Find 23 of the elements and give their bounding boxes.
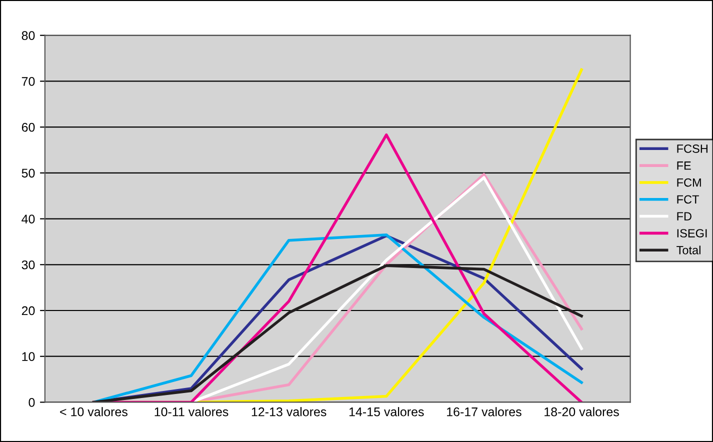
legend-label: FD: [677, 212, 692, 220]
y-tick-label: 60: [22, 122, 35, 132]
x-tick-label: 14-15 valores: [349, 407, 424, 416]
y-tick-label: 50: [22, 168, 35, 178]
y-tick-label: 40: [22, 214, 35, 224]
legend-label: FCSH: [677, 144, 708, 153]
legend-label: Total: [676, 246, 700, 254]
y-tick-label: 30: [22, 260, 35, 270]
y-tick-label: 20: [22, 306, 35, 316]
legend-label: ISEGI: [677, 229, 707, 238]
legend-label: FCT: [677, 195, 699, 204]
legend-label: FE: [677, 162, 691, 170]
y-tick-label: 80: [22, 31, 35, 40]
x-tick-label: 16-17 valores: [447, 407, 522, 416]
line-series: [92, 264, 583, 402]
legend-label: FCM: [677, 178, 701, 187]
x-tick-label: 10-11 valores: [154, 407, 228, 416]
y-tick-label: 70: [22, 77, 35, 86]
y-tick-label: 0: [28, 398, 35, 407]
x-tick-label: 12-13 valores: [252, 407, 326, 416]
x-tick-label: 18-20 valores: [544, 407, 619, 416]
y-tick-label: 10: [22, 352, 35, 362]
x-tick-label: < 10 valores: [60, 407, 128, 416]
